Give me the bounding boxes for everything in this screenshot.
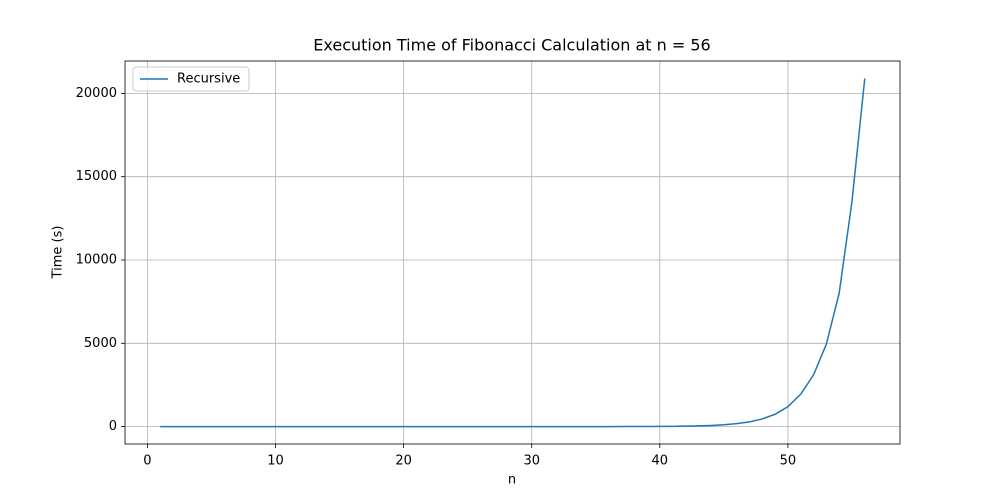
y-axis-label: Time (s) <box>51 226 66 280</box>
x-tick-label: 20 <box>395 454 412 469</box>
y-tick-label: 20000 <box>76 86 117 101</box>
x-tick-label: 30 <box>523 454 540 469</box>
y-tick-label: 0 <box>109 419 117 434</box>
x-tick-label: 50 <box>780 454 797 469</box>
data-line <box>160 78 866 428</box>
x-tick-label: 10 <box>267 454 284 469</box>
x-axis-label: n <box>508 473 516 488</box>
y-tick-label: 5000 <box>84 336 117 351</box>
y-tick-label: 15000 <box>76 169 117 184</box>
y-tick-label: 10000 <box>76 252 117 267</box>
x-tick-label: 0 <box>143 454 151 469</box>
plot-frame <box>124 60 901 445</box>
chart-title: Execution Time of Fibonacci Calculation … <box>313 36 710 55</box>
legend-label: Recursive <box>177 72 240 87</box>
x-tick-label: 40 <box>652 454 669 469</box>
legend-box <box>132 66 250 92</box>
